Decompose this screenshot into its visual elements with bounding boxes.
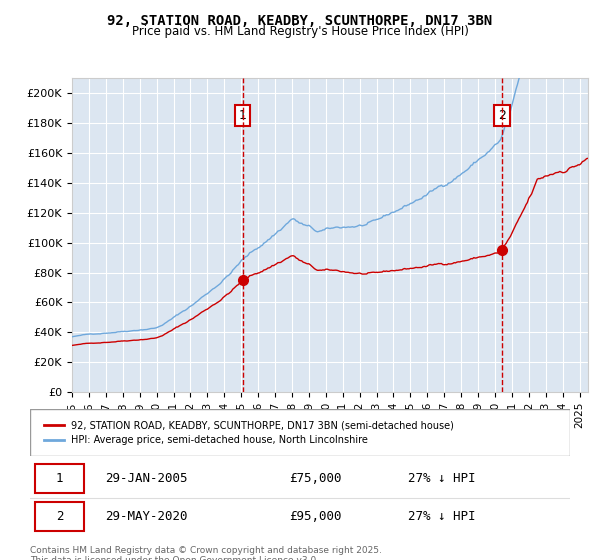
Text: 92, STATION ROAD, KEADBY, SCUNTHORPE, DN17 3BN: 92, STATION ROAD, KEADBY, SCUNTHORPE, DN… bbox=[107, 14, 493, 28]
Legend: 92, STATION ROAD, KEADBY, SCUNTHORPE, DN17 3BN (semi-detached house), HPI: Avera: 92, STATION ROAD, KEADBY, SCUNTHORPE, DN… bbox=[40, 416, 458, 449]
Text: 2: 2 bbox=[56, 510, 64, 523]
Bar bbox=[35, 502, 84, 531]
Text: 29-JAN-2005: 29-JAN-2005 bbox=[106, 472, 188, 485]
Text: £95,000: £95,000 bbox=[289, 510, 342, 523]
Text: Price paid vs. HM Land Registry's House Price Index (HPI): Price paid vs. HM Land Registry's House … bbox=[131, 25, 469, 38]
Text: 1: 1 bbox=[239, 109, 247, 122]
Text: 2: 2 bbox=[498, 109, 506, 122]
Text: Contains HM Land Registry data © Crown copyright and database right 2025.
This d: Contains HM Land Registry data © Crown c… bbox=[30, 546, 382, 560]
Text: 29-MAY-2020: 29-MAY-2020 bbox=[106, 510, 188, 523]
Text: 1: 1 bbox=[56, 472, 64, 485]
Text: £75,000: £75,000 bbox=[289, 472, 342, 485]
Text: 27% ↓ HPI: 27% ↓ HPI bbox=[408, 510, 476, 523]
Text: 27% ↓ HPI: 27% ↓ HPI bbox=[408, 472, 476, 485]
Bar bbox=[35, 464, 84, 493]
